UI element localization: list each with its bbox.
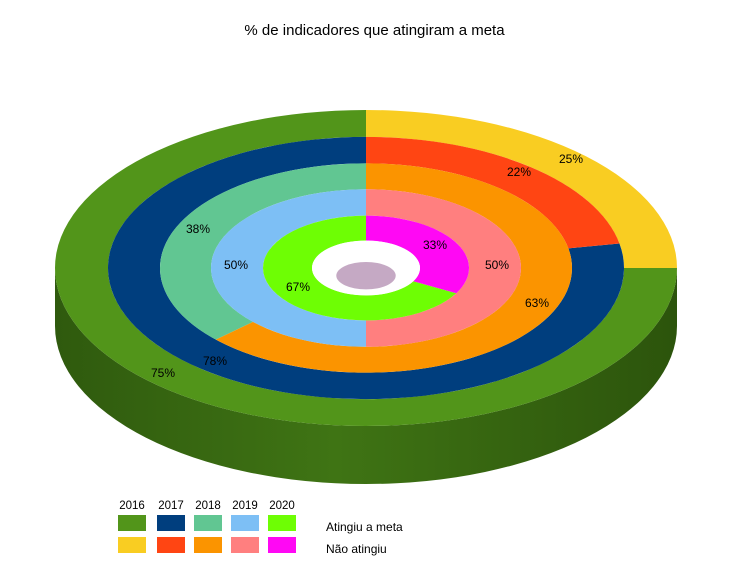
legend-swatch-2019-not-achieved	[231, 537, 259, 553]
hole-floor	[336, 261, 396, 290]
legend-swatch-2018-achieved	[194, 515, 222, 531]
slice-2018-not-achieved	[215, 163, 573, 373]
data-label-2020-not-achieved: 33%	[423, 238, 447, 252]
legend-swatch-2018-not-achieved	[194, 537, 222, 553]
slice-2019-achieved	[210, 189, 366, 347]
legend-label-achieved: Atingiu a meta	[326, 520, 403, 534]
slice-2020-not-achieved	[366, 215, 470, 294]
data-label-2016-not-achieved: 25%	[559, 152, 583, 166]
slice-2017-not-achieved	[366, 136, 620, 249]
legend-year-2017: 2017	[158, 500, 184, 512]
legend-year-2019: 2019	[232, 500, 258, 512]
legend-swatch-2020-achieved	[268, 515, 296, 531]
data-label-2017-not-achieved: 22%	[507, 165, 531, 179]
legend-swatch-2020-not-achieved	[268, 537, 296, 553]
legend-year-2020: 2020	[269, 500, 295, 512]
doughnut-side-wall	[55, 268, 677, 484]
legend-swatch-2016-not-achieved	[118, 537, 146, 553]
legend-swatch-2016-achieved	[118, 515, 146, 531]
data-label-2017-achieved: 78%	[203, 354, 227, 368]
legend-label-not-achieved: Não atingiu	[326, 542, 387, 556]
slice-2018-achieved	[160, 163, 366, 340]
data-label-2018-achieved: 38%	[186, 222, 210, 236]
data-label-2016-achieved: 75%	[151, 366, 175, 380]
chart-title: % de indicadores que atingiram a meta	[244, 22, 505, 39]
legend-swatch-2017-not-achieved	[157, 537, 185, 553]
legend-swatch-2019-achieved	[231, 515, 259, 531]
data-label-2019-achieved: 50%	[224, 258, 248, 272]
doughnut-hole	[312, 240, 420, 296]
data-label-2019-not-achieved: 50%	[485, 258, 509, 272]
slice-2019-not-achieved	[366, 189, 521, 347]
data-label-2020-achieved: 67%	[286, 280, 310, 294]
slice-2016-not-achieved	[366, 110, 677, 268]
legend-year-2018: 2018	[195, 500, 221, 512]
data-label-2018-not-achieved: 63%	[525, 296, 549, 310]
legend-year-2016: 2016	[119, 500, 145, 512]
slice-2020-achieved	[263, 215, 457, 321]
legend-swatch-2017-achieved	[157, 515, 185, 531]
